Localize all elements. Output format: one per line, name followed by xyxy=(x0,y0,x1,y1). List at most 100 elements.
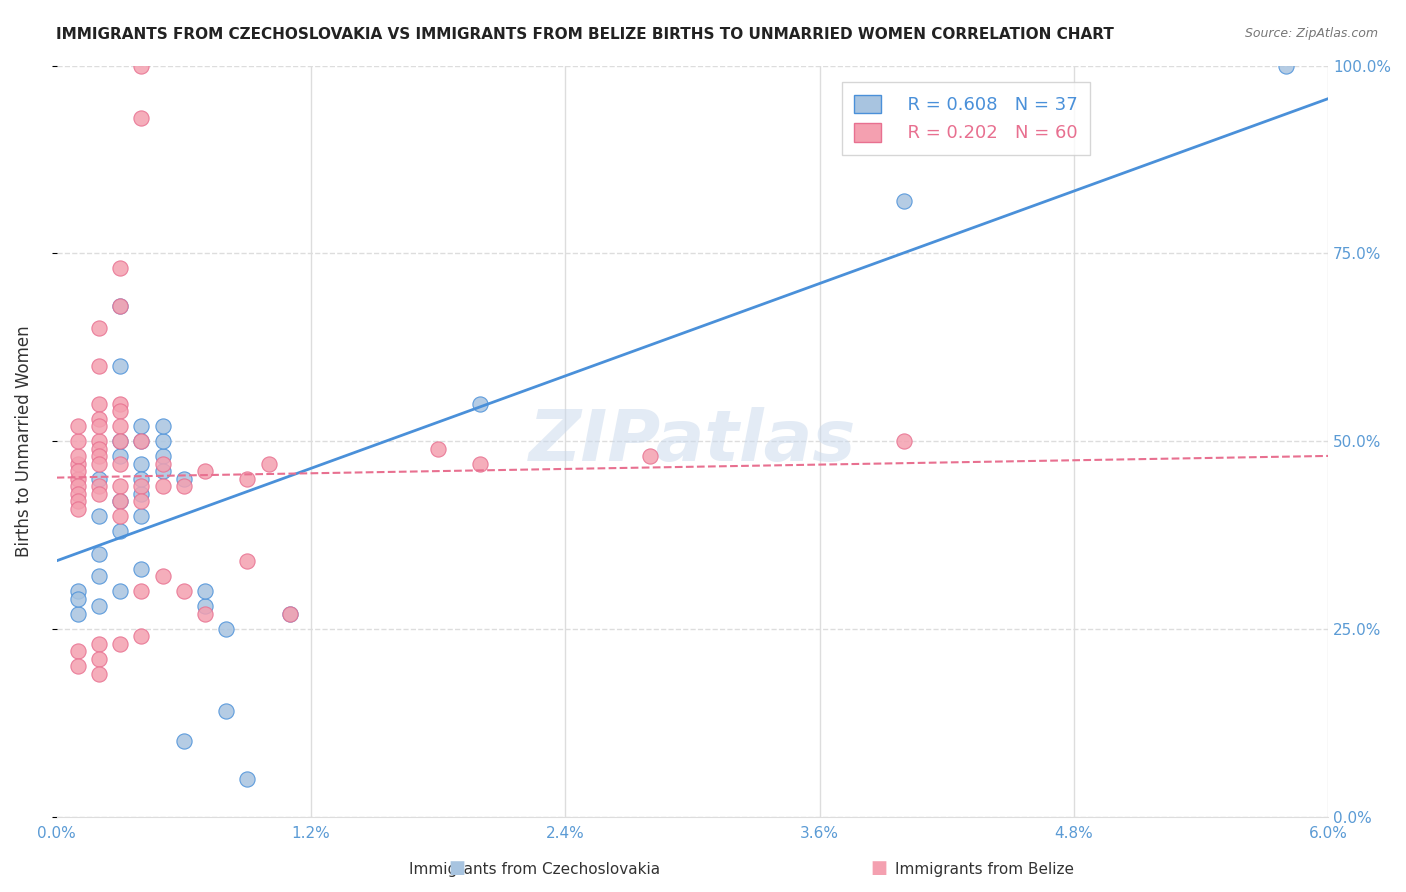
Point xyxy=(108,584,131,599)
Point xyxy=(131,486,153,500)
Point xyxy=(87,472,110,486)
Point xyxy=(66,494,89,508)
Point xyxy=(173,472,195,486)
Y-axis label: Births to Unmarried Women: Births to Unmarried Women xyxy=(15,326,32,557)
Point xyxy=(257,457,280,471)
Point xyxy=(87,411,110,425)
Point xyxy=(152,569,174,583)
Point xyxy=(66,457,89,471)
Point xyxy=(131,419,153,434)
Point xyxy=(87,569,110,583)
Point xyxy=(638,449,661,463)
Point xyxy=(215,622,238,636)
Point xyxy=(152,419,174,434)
Point xyxy=(131,434,153,449)
Point xyxy=(278,607,301,621)
Point xyxy=(108,396,131,410)
Point xyxy=(131,629,153,643)
Point xyxy=(87,396,110,410)
Point xyxy=(194,584,217,599)
Point xyxy=(152,464,174,478)
Point xyxy=(66,434,89,449)
Point xyxy=(66,464,89,478)
Point xyxy=(108,637,131,651)
Point xyxy=(470,457,492,471)
Text: IMMIGRANTS FROM CZECHOSLOVAKIA VS IMMIGRANTS FROM BELIZE BIRTHS TO UNMARRIED WOM: IMMIGRANTS FROM CZECHOSLOVAKIA VS IMMIGR… xyxy=(56,27,1114,42)
Point xyxy=(108,524,131,539)
Text: ■: ■ xyxy=(449,859,465,877)
Point xyxy=(66,479,89,493)
Point xyxy=(108,434,131,449)
Point xyxy=(108,299,131,313)
Point xyxy=(131,59,153,73)
Text: ZIPatlas: ZIPatlas xyxy=(529,407,856,475)
Point xyxy=(87,419,110,434)
Point xyxy=(470,396,492,410)
Point xyxy=(131,434,153,449)
Point xyxy=(108,457,131,471)
Point xyxy=(215,705,238,719)
Point xyxy=(131,472,153,486)
Point xyxy=(87,321,110,335)
Point xyxy=(194,607,217,621)
Point xyxy=(278,607,301,621)
Point xyxy=(66,449,89,463)
Point xyxy=(108,449,131,463)
Point xyxy=(131,509,153,524)
Point xyxy=(236,472,259,486)
Point xyxy=(427,442,450,456)
Point xyxy=(152,479,174,493)
Point xyxy=(108,494,131,508)
Point xyxy=(87,457,110,471)
Point xyxy=(87,486,110,500)
Point xyxy=(131,584,153,599)
Point xyxy=(87,599,110,614)
Point xyxy=(108,419,131,434)
Point xyxy=(108,494,131,508)
Point xyxy=(173,584,195,599)
Point xyxy=(108,404,131,418)
Point xyxy=(87,652,110,666)
Text: Immigrants from Czechoslovakia: Immigrants from Czechoslovakia xyxy=(409,863,659,877)
Point xyxy=(236,772,259,786)
Point xyxy=(108,479,131,493)
Point xyxy=(152,449,174,463)
Point xyxy=(87,667,110,681)
Point xyxy=(66,607,89,621)
Point xyxy=(87,434,110,449)
Point xyxy=(173,479,195,493)
Point xyxy=(108,261,131,276)
Point xyxy=(87,449,110,463)
Point xyxy=(87,442,110,456)
Point xyxy=(194,464,217,478)
Point xyxy=(152,457,174,471)
Point xyxy=(893,194,915,208)
Text: Source: ZipAtlas.com: Source: ZipAtlas.com xyxy=(1244,27,1378,40)
Point xyxy=(66,591,89,606)
Point xyxy=(108,359,131,373)
Point xyxy=(131,111,153,125)
Point xyxy=(131,562,153,576)
Point xyxy=(108,299,131,313)
Point xyxy=(1274,59,1296,73)
Point xyxy=(87,359,110,373)
Point xyxy=(87,509,110,524)
Point xyxy=(131,457,153,471)
Text: Immigrants from Belize: Immigrants from Belize xyxy=(894,863,1074,877)
Point xyxy=(893,434,915,449)
Point xyxy=(152,434,174,449)
Point xyxy=(66,472,89,486)
Point xyxy=(66,419,89,434)
Legend:   R = 0.608   N = 37,   R = 0.202   N = 60: R = 0.608 N = 37, R = 0.202 N = 60 xyxy=(842,82,1090,155)
Point xyxy=(236,554,259,568)
Point xyxy=(66,659,89,673)
Point xyxy=(108,434,131,449)
Point xyxy=(66,501,89,516)
Point xyxy=(173,734,195,748)
Point xyxy=(87,547,110,561)
Point xyxy=(131,479,153,493)
Point xyxy=(66,486,89,500)
Point xyxy=(87,479,110,493)
Point xyxy=(131,494,153,508)
Point xyxy=(108,509,131,524)
